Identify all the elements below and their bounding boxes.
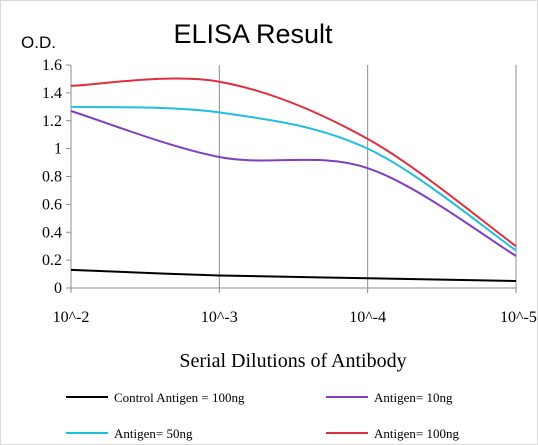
y-tick-label: 1.6	[42, 57, 62, 74]
series-line-1	[70, 110, 517, 257]
series-lines	[70, 77, 517, 283]
x-tick-label: 10^-4	[349, 309, 386, 326]
x-tick-label: 10^-3	[201, 309, 238, 326]
x-axis-label: Serial Dilutions of Antibody	[179, 350, 406, 372]
y-tick-label: 1.4	[42, 85, 62, 102]
legend: Control Antigen = 100ng Antigen= 10ng Anti…	[66, 390, 459, 441]
series-line-2	[70, 105, 517, 252]
y-tick-labels: 0 0.2 0.4 0.6 0.8 1 1.2 1.4 1.6	[42, 57, 71, 297]
x-tick-label: 10^-5	[500, 309, 537, 326]
y-tick-label: 0.8	[42, 169, 62, 186]
grid-lines	[218, 65, 517, 288]
y-tick-label: 0	[54, 280, 62, 297]
y-axis-label: O.D.	[21, 33, 56, 52]
series-line-0	[70, 268, 517, 283]
y-tick-label: 0.6	[42, 196, 62, 213]
y-tick-label: 1	[54, 141, 62, 158]
axes	[70, 65, 516, 289]
y-tick-label: 0.2	[42, 252, 62, 269]
legend-label-0: Control Antigen = 100ng	[114, 390, 245, 405]
y-tick-label: 0.4	[42, 224, 62, 241]
legend-label-1: Antigen= 10ng	[374, 390, 453, 405]
series-line-3	[70, 77, 517, 247]
x-tick-labels: 10^-2 10^-3 10^-4 10^-5	[53, 288, 537, 326]
x-tick-label: 10^-2	[53, 309, 90, 326]
legend-label-2: Antigen= 50ng	[114, 426, 193, 441]
y-tick-label: 1.2	[42, 113, 62, 130]
legend-label-3: Antigen= 100ng	[374, 426, 459, 441]
chart-title: ELISA Result	[173, 19, 333, 49]
